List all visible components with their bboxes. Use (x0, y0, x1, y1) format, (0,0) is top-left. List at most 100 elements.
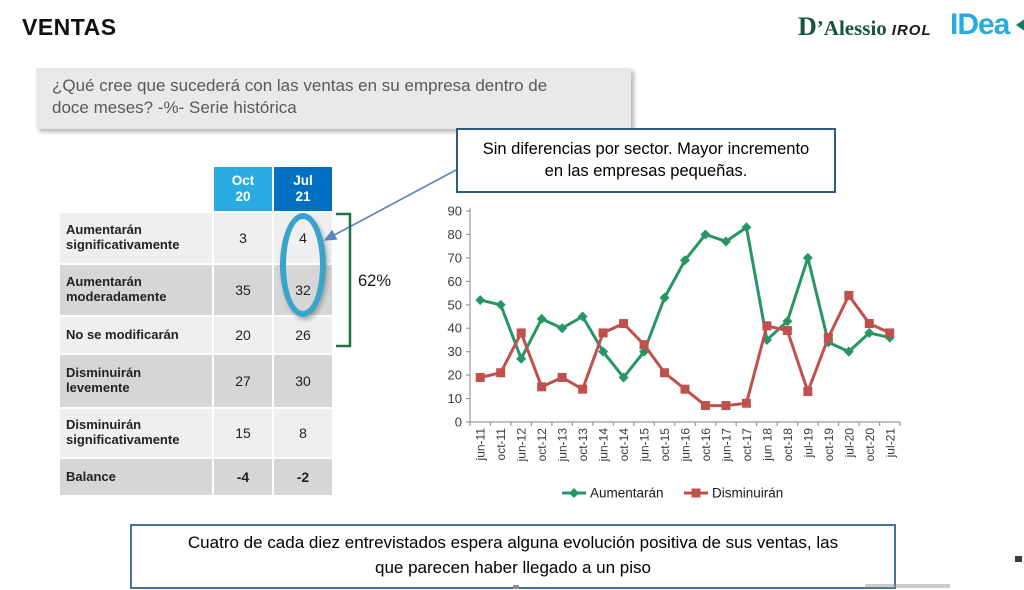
table-header-col2: Jul 21 (274, 167, 332, 211)
series-marker-aumentaran (720, 236, 731, 247)
table-corner (60, 167, 212, 211)
series-marker-disminuiran (537, 382, 547, 392)
callout-box: Sin diferencias por sector. Mayor increm… (456, 128, 836, 193)
y-tick-label: 40 (448, 321, 462, 336)
series-marker-aumentaran (536, 313, 547, 324)
legend-marker (691, 488, 701, 498)
y-tick-label: 50 (448, 297, 462, 312)
series-marker-aumentaran (700, 229, 711, 240)
trend-chart: 0 10 20 30 40 50 60 70 80 90 jun-11 oct-11 jun-12 oct… (448, 204, 901, 501)
x-tick-label: jun 18 (760, 428, 774, 462)
series-marker-disminuiran (639, 340, 649, 350)
series-marker-disminuiran (660, 368, 670, 378)
series-marker-aumentaran (802, 252, 813, 263)
table-cell: 27 (214, 355, 272, 407)
table-cell: -4 (214, 459, 272, 495)
idea-logo: IDea (950, 8, 1010, 41)
dalessio-logo-text: D (798, 12, 817, 41)
series-marker-disminuiran (721, 401, 731, 411)
conclusion-box: Cuatro de cada diez entrevistados espera… (130, 524, 896, 590)
series-marker-disminuiran (516, 328, 526, 338)
x-tick-label: jul-19 (801, 428, 815, 459)
series-marker-disminuiran (700, 401, 710, 411)
series-marker-disminuiran (844, 290, 854, 300)
y-tick-label: 80 (448, 227, 462, 242)
series-marker-aumentaran (557, 323, 568, 334)
table-cell: -2 (274, 459, 332, 495)
screen-artifact (1015, 556, 1022, 562)
y-tick-label: 60 (448, 274, 462, 289)
x-tick-label: oct-15 (658, 428, 672, 462)
table-row-label: Disminuirán significativamente (60, 409, 212, 457)
series-marker-disminuiran (823, 333, 833, 343)
series-marker-disminuiran (578, 384, 588, 394)
x-tick-label: jun-17 (719, 428, 733, 463)
table-cell: 35 (214, 265, 272, 315)
series-marker-disminuiran (475, 372, 485, 382)
x-tick-label: oct-17 (740, 428, 754, 462)
screen-artifact (513, 585, 519, 589)
x-tick-label: jul-21 (883, 428, 897, 459)
x-tick-label: oct-16 (699, 428, 713, 462)
table-cell: 8 (274, 409, 332, 457)
idea-logo-arrow-icon (1016, 18, 1024, 32)
series-marker-disminuiran (864, 319, 874, 329)
y-tick-label: 30 (448, 344, 462, 359)
table-row-label: Aumentarán significativamente (60, 213, 212, 263)
x-tick-label: jun-13 (556, 428, 570, 463)
highlight-ellipse (280, 213, 326, 317)
table-row-label: Disminuirán levemente (60, 355, 212, 407)
series-marker-disminuiran (680, 384, 690, 394)
x-tick-label: oct-18 (781, 428, 795, 462)
series-marker-aumentaran (680, 255, 690, 266)
series-marker-disminuiran (598, 328, 608, 338)
dalessio-irol-logo: D’Alessio IROL (798, 12, 932, 41)
page-title: VENTAS (22, 14, 117, 40)
series-marker-aumentaran (495, 299, 506, 310)
x-tick-label: jun-16 (679, 428, 693, 463)
legend-label: Aumentarán (590, 486, 664, 501)
question-box: ¿Qué cree que sucederá con las ventas en… (36, 68, 631, 129)
series-marker-disminuiran (782, 326, 792, 336)
series-marker-aumentaran (864, 327, 875, 338)
table-row-label: No se modificarán (60, 317, 212, 353)
series-marker-disminuiran (885, 328, 895, 338)
series-marker-aumentaran (741, 222, 752, 233)
y-tick-label: 0 (455, 415, 462, 430)
bracket-62pct (336, 212, 352, 348)
y-tick-label: 10 (448, 391, 462, 406)
table-header-col1: Oct 20 (214, 167, 272, 211)
y-tick-label: 70 (448, 250, 462, 265)
series-marker-disminuiran (803, 387, 813, 397)
table-cell: 26 (274, 317, 332, 353)
series-line-aumentaran (479, 225, 891, 379)
series-marker-aumentaran (577, 311, 588, 322)
series-marker-aumentaran (782, 316, 793, 327)
legend-label: Disminuirán (712, 486, 783, 501)
x-tick-label: oct-11 (494, 428, 508, 461)
x-tick-label: jun-14 (597, 428, 611, 463)
x-tick-label: oct-14 (617, 428, 631, 462)
series-marker-disminuiran (557, 372, 567, 382)
series-marker-disminuiran (741, 398, 751, 408)
x-tick-label: jun-12 (515, 428, 529, 463)
table-row-label: Aumentarán moderadamente (60, 265, 212, 315)
y-tick-label: 90 (448, 204, 462, 219)
series-marker-aumentaran (618, 372, 629, 383)
summary-table: Oct 20 Jul 21 Aumentarán significativament… (60, 167, 332, 495)
screen-artifact (865, 584, 950, 588)
table-cell: 15 (214, 409, 272, 457)
x-tick-label: jul-20 (842, 428, 856, 459)
table-cell: 20 (214, 317, 272, 353)
x-tick-label: jun-11 (474, 428, 488, 462)
x-tick-label: oct-19 (822, 428, 836, 462)
y-tick-label: 20 (448, 368, 462, 383)
table-row-label: Balance (60, 459, 212, 495)
legend-marker (569, 488, 579, 498)
series-marker-aumentaran (516, 353, 527, 364)
table-cell: 30 (274, 355, 332, 407)
x-tick-label: oct-12 (535, 428, 549, 462)
series-marker-aumentaran (659, 292, 670, 303)
x-tick-label: oct-13 (576, 428, 590, 462)
series-marker-aumentaran (475, 295, 486, 306)
